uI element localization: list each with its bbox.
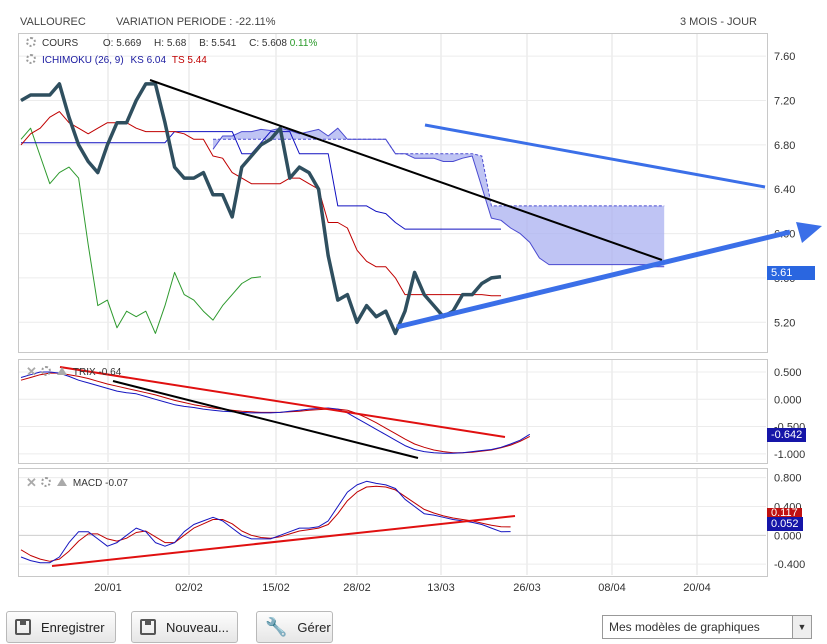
arrow-head-icon bbox=[796, 222, 822, 243]
ichimoku-label: ICHIMOKU (26, 9) bbox=[42, 55, 124, 66]
x-tick-label: 13/03 bbox=[427, 582, 455, 594]
x-tick-label: 20/01 bbox=[94, 582, 122, 594]
y-tick-label: 0.000 bbox=[774, 394, 802, 406]
ts-value: TS 5.44 bbox=[171, 55, 207, 66]
new-button[interactable]: Nouveau... bbox=[131, 611, 238, 643]
gear-icon[interactable] bbox=[40, 477, 51, 487]
gear-icon[interactable] bbox=[40, 366, 51, 376]
move-up-icon[interactable] bbox=[56, 367, 67, 375]
manage-label: Gérer bbox=[297, 619, 331, 635]
manage-button[interactable]: 🔧 Gérer bbox=[256, 611, 333, 643]
trendline-red-macd bbox=[51, 515, 516, 567]
high-value: H: 5.68 bbox=[154, 38, 187, 49]
period-text: 3 MOIS - JOUR bbox=[680, 16, 758, 28]
ichimoku-cloud bbox=[213, 128, 665, 267]
move-up-icon[interactable] bbox=[56, 478, 67, 486]
close-icon[interactable]: ✕ bbox=[26, 475, 37, 490]
trendline-blue-upper bbox=[424, 123, 766, 189]
kijun-line bbox=[21, 131, 501, 230]
y-tick-label: 0.000 bbox=[774, 530, 802, 542]
cours-legend: COURS O: 5.669 H: 5.68 B: 5.541 C: 5.608… bbox=[26, 37, 317, 49]
senkou-span-b-line bbox=[213, 138, 665, 207]
wrench-icon: 🔧 bbox=[265, 616, 288, 637]
y-tick-label: 7.20 bbox=[774, 96, 795, 108]
ks-value: KS 6.04 bbox=[130, 55, 167, 66]
trix-value-box: -0.642 bbox=[767, 428, 807, 442]
trendline-blue-lower bbox=[396, 229, 791, 330]
trendline-black-price bbox=[149, 79, 663, 261]
macd-line bbox=[20, 480, 511, 564]
y-tick-label: 5.20 bbox=[774, 317, 795, 329]
select-value: Mes modèles de graphiques bbox=[609, 620, 760, 634]
y-tick-label: 0.400 bbox=[774, 501, 802, 513]
chikou-line bbox=[20, 127, 262, 334]
macd-value-box: 0.052 bbox=[767, 517, 803, 531]
x-tick-label: 15/02 bbox=[262, 582, 290, 594]
trix-panel[interactable] bbox=[18, 359, 768, 464]
y-tick-label: 0.500 bbox=[774, 367, 802, 379]
new-label: Nouveau... bbox=[166, 619, 229, 635]
trix-legend: ✕ TRIX -0.64 bbox=[26, 364, 121, 380]
floppy-disk-icon bbox=[140, 619, 156, 635]
trix-line bbox=[20, 371, 531, 454]
y-tick-label: -1.000 bbox=[774, 449, 805, 461]
close-icon[interactable]: ✕ bbox=[26, 364, 37, 379]
gear-icon[interactable] bbox=[26, 54, 36, 64]
y-tick-label: -0.400 bbox=[774, 559, 805, 571]
macd-signal-line bbox=[20, 485, 511, 562]
trendline-black-trix bbox=[112, 380, 419, 459]
y-tick-label: 0.800 bbox=[774, 473, 802, 485]
cours-label: COURS bbox=[42, 38, 79, 49]
open-value: O: 5.669 bbox=[102, 38, 142, 49]
y-tick-label: 6.40 bbox=[774, 184, 795, 196]
senkou-span-a-line bbox=[212, 127, 665, 268]
symbol-title: VALLOUREC bbox=[20, 16, 86, 28]
chart-templates-select[interactable]: Mes modèles de graphiques ▼ bbox=[602, 615, 812, 639]
low-value: B: 5.541 bbox=[199, 38, 237, 49]
save-label: Enregistrer bbox=[41, 619, 105, 635]
x-tick-label: 20/04 bbox=[683, 582, 711, 594]
y-tick-label: 6.80 bbox=[774, 140, 795, 152]
y-tick-label: 7.60 bbox=[774, 51, 795, 63]
tenkan-line bbox=[20, 111, 501, 297]
price-value-box: 5.61 bbox=[767, 266, 815, 280]
macd-legend: ✕ MACD -0.07 bbox=[26, 475, 128, 491]
trix-label: TRIX -0.64 bbox=[72, 367, 122, 378]
chevron-down-icon[interactable]: ▼ bbox=[792, 616, 811, 638]
variation-text: VARIATION PERIODE : -22.11% bbox=[116, 16, 276, 28]
save-button[interactable]: Enregistrer bbox=[6, 611, 116, 643]
macd-label: MACD -0.07 bbox=[72, 478, 128, 489]
change-value: 0.11% bbox=[289, 38, 318, 49]
macd-panel[interactable] bbox=[18, 468, 768, 577]
close-value: C: 5.608 bbox=[249, 38, 287, 49]
price-line bbox=[20, 82, 502, 336]
x-tick-label: 02/02 bbox=[175, 582, 203, 594]
ichimoku-legend: ICHIMOKU (26, 9) KS 6.04 TS 5.44 bbox=[26, 54, 207, 66]
trendline-red-trix bbox=[59, 366, 506, 438]
x-tick-label: 08/04 bbox=[598, 582, 626, 594]
gear-icon[interactable] bbox=[26, 37, 36, 47]
floppy-disk-icon bbox=[15, 619, 31, 635]
x-tick-label: 26/03 bbox=[513, 582, 541, 594]
x-tick-label: 28/02 bbox=[343, 582, 371, 594]
